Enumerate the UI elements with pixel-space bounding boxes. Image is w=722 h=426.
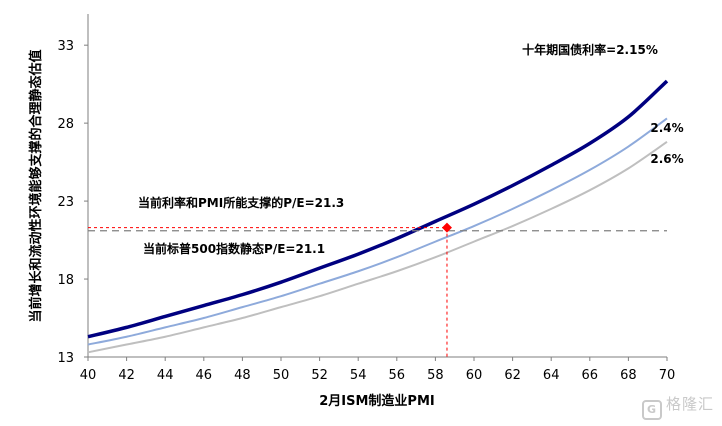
x-tick-label: 68 [620, 368, 637, 383]
x-tick-label: 44 [157, 368, 174, 383]
marker-layer [88, 222, 667, 357]
y-axis-title: 当前增长和流动性环境能够支撑的合理静态估值 [28, 49, 44, 322]
axes: 40 42 44 46 48 50 52 54 56 58 60 62 64 66 68 70 13 18 23 28… [57, 14, 675, 383]
y-tick-label: 28 [57, 117, 74, 132]
x-tick-label: 64 [543, 368, 560, 383]
x-tick-label: 42 [118, 368, 135, 383]
x-tick-label: 66 [582, 368, 599, 383]
legend-label-2-4: 2.4% [650, 121, 683, 135]
series-layer [87, 79, 669, 354]
x-tick-label: 56 [389, 368, 406, 383]
x-tick-label: 54 [350, 368, 367, 383]
annotation-current-pe: 当前利率和PMI所能支撑的P/E=21.3 [138, 195, 344, 210]
series-line-2-15 [87, 79, 669, 339]
legend-label-2-15: 十年期国债利率=2.15% [522, 42, 658, 57]
x-tick-label: 62 [504, 368, 521, 383]
watermark-text: 格隆汇 [665, 395, 714, 413]
watermark-logo-icon: G [641, 400, 662, 420]
x-tick-label: 46 [196, 368, 213, 383]
x-tick-label: 58 [427, 368, 444, 383]
legend-label-2-6: 2.6% [650, 152, 683, 166]
y-tick-label: 23 [57, 195, 74, 210]
series-line-2-4 [87, 117, 668, 346]
current-point-marker [441, 222, 452, 233]
y-tick-label: 18 [57, 273, 74, 288]
x-tick-label: 52 [311, 368, 328, 383]
y-tick-label: 13 [57, 351, 74, 366]
x-axis-title: 2月ISM制造业PMI [319, 393, 434, 409]
annotation-sp500-pe: 当前标普500指数静态P/E=21.1 [143, 241, 325, 256]
y-tick-label: 33 [57, 39, 74, 54]
x-tick-label: 70 [659, 368, 676, 383]
x-tick-label: 60 [466, 368, 483, 383]
series-line-2-6 [87, 141, 668, 354]
x-tick-label: 48 [234, 368, 251, 383]
x-tick-label: 40 [80, 368, 97, 383]
watermark: G 格隆汇 [641, 393, 714, 420]
x-tick-label: 50 [273, 368, 290, 383]
